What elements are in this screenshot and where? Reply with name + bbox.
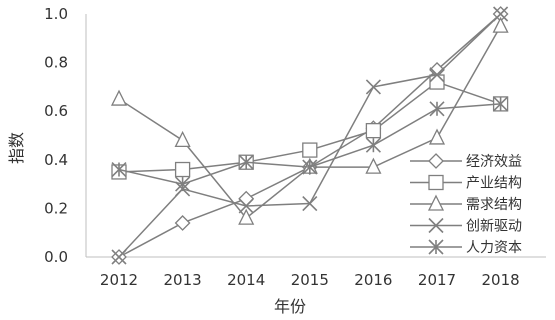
data-point: [493, 96, 509, 112]
data-point: [111, 161, 127, 178]
legend-label: 创新驱动: [466, 219, 522, 235]
x-tick-label: 2015: [291, 271, 329, 289]
legend-label: 人力资本: [466, 240, 522, 256]
x-tick-label: 2016: [354, 271, 392, 289]
data-point: [175, 176, 191, 192]
data-point: [429, 74, 445, 90]
data-point: [492, 16, 509, 33]
data-point: [238, 208, 255, 225]
data-point: [365, 122, 382, 139]
legend-label: 经济效益: [466, 154, 522, 170]
legend-label: 产业结构: [466, 176, 522, 192]
legend-item: 产业结构: [410, 174, 522, 192]
data-point: [174, 161, 191, 178]
data-point: [365, 137, 381, 153]
data-point: [238, 198, 254, 214]
data-point: [238, 154, 254, 170]
data-point: [365, 79, 381, 95]
x-tick-label: 2018: [482, 271, 520, 289]
y-tick-label: 0.8: [44, 54, 68, 72]
legend-marker: [428, 217, 444, 234]
data-point: [429, 67, 445, 83]
legend-item: 创新驱动: [410, 217, 522, 235]
x-axis-title: 年份: [274, 297, 306, 316]
legend-item: 需求结构: [410, 194, 522, 213]
x-tick-label: 2013: [164, 271, 202, 289]
data-point: [238, 190, 255, 207]
x-tick-label: 2014: [227, 271, 265, 289]
data-point: [302, 159, 318, 175]
legend-marker: [428, 153, 444, 169]
data-point: [110, 89, 128, 106]
y-tick-label: 0.4: [44, 151, 68, 169]
data-point: [174, 130, 191, 148]
data-point: [365, 157, 382, 174]
legend-label: 需求结构: [466, 197, 522, 213]
series-layer: [110, 6, 509, 265]
series-5: [111, 96, 509, 192]
legend-marker: [427, 194, 445, 211]
x-tick-label: 2012: [100, 271, 138, 289]
data-point: [493, 6, 509, 22]
data-point: [302, 142, 318, 158]
legend-item: 人力资本: [410, 239, 522, 256]
data-point: [429, 101, 445, 117]
data-point: [428, 128, 446, 145]
tick-labels: 0.0 0.2 0.4 0.6 0.8 1.0 2012 2013 2014 2015 2016 20…: [44, 5, 520, 289]
x-tick-label: 2017: [418, 271, 456, 289]
y-tick-label: 1.0: [44, 5, 68, 23]
data-point: [302, 195, 318, 212]
y-axis-title: 指数: [7, 132, 26, 164]
series-3: [110, 16, 509, 225]
chart-axes: [85, 14, 546, 258]
data-point: [111, 249, 127, 265]
y-tick-label: 0.6: [44, 102, 68, 120]
legend-marker: [428, 239, 444, 255]
y-tick-label: 0.2: [44, 199, 68, 217]
legend-item: 经济效益: [410, 153, 522, 170]
data-point: [174, 215, 191, 231]
y-tick-label: 0.0: [44, 248, 68, 266]
legend-marker: [428, 174, 444, 191]
